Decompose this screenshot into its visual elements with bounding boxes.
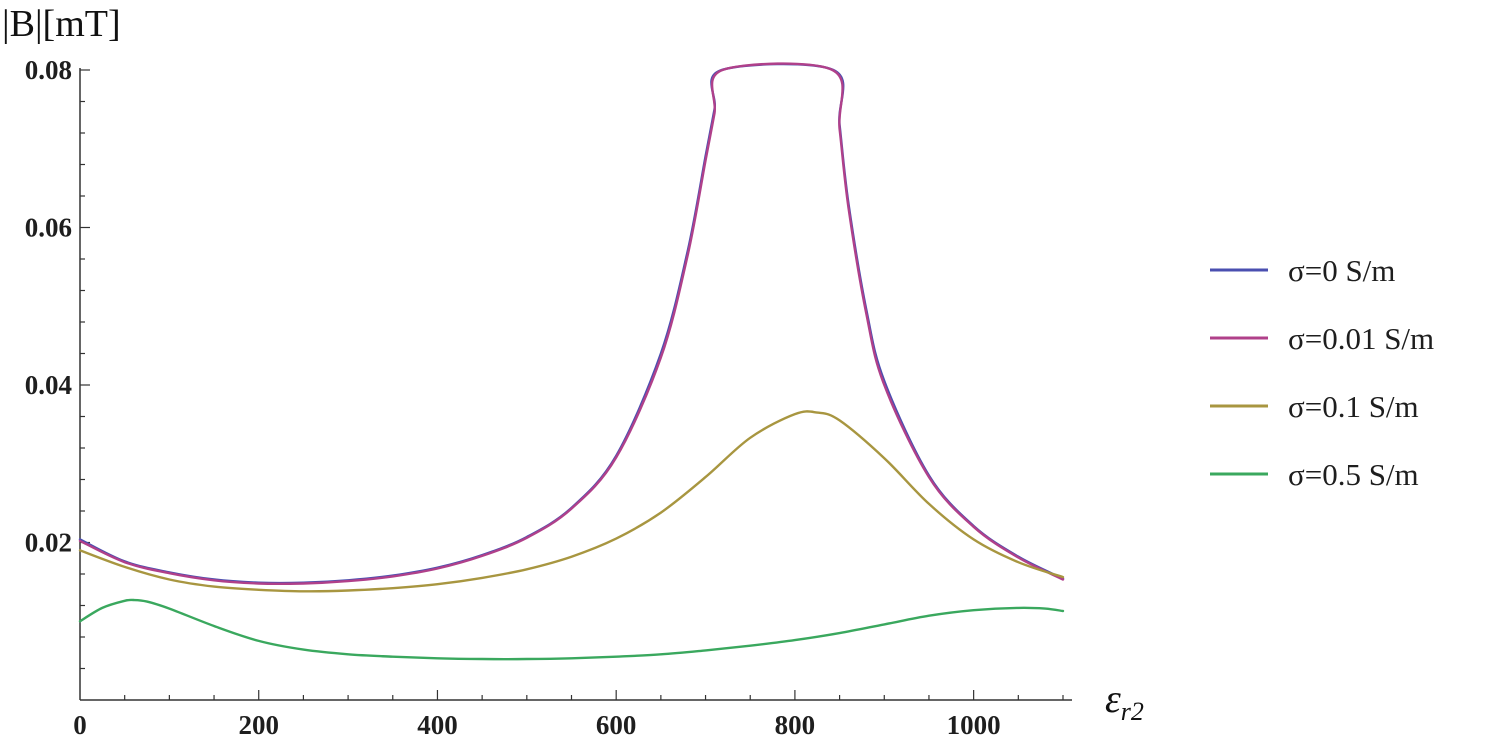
legend: σ=0 S/m σ=0.01 S/m σ=0.1 S/m σ=0.5 S/m (1210, 253, 1434, 492)
legend-label-2: σ=0.1 S/m (1288, 389, 1419, 424)
x-axis-title-main: ε (1105, 676, 1121, 721)
x-axis-title: εr2 (1105, 676, 1144, 726)
x-tick-label: 800 (775, 710, 816, 740)
ticks (80, 69, 1064, 700)
series-line-0 (78, 62, 1065, 585)
legend-label-1: σ=0.01 S/m (1288, 321, 1434, 356)
x-tick-label: 200 (238, 710, 279, 740)
axes (79, 68, 1072, 701)
y-tick-label: 0.08 (25, 55, 72, 85)
series-lines (78, 62, 1065, 661)
series-line-1 (78, 62, 1065, 585)
legend-label-0: σ=0 S/m (1288, 253, 1395, 288)
legend-label-3: σ=0.5 S/m (1288, 457, 1419, 492)
series-line-3 (78, 598, 1065, 661)
y-axis-title: |B|[mT] (2, 3, 121, 45)
x-tick-label: 0 (73, 710, 87, 740)
series-line-2 (78, 410, 1065, 593)
y-tick-label: 0.04 (25, 370, 72, 400)
x-tick-label: 1000 (947, 710, 1001, 740)
y-tick-label: 0.02 (25, 528, 72, 558)
y-tick-label: 0.06 (25, 213, 72, 243)
tick-labels: 0.02 0.04 0.06 0.08 0 200 400 600 800 1000 (25, 55, 1001, 740)
x-tick-label: 400 (417, 710, 458, 740)
x-axis-title-subscript: r2 (1121, 697, 1144, 726)
x-tick-label: 600 (596, 710, 637, 740)
